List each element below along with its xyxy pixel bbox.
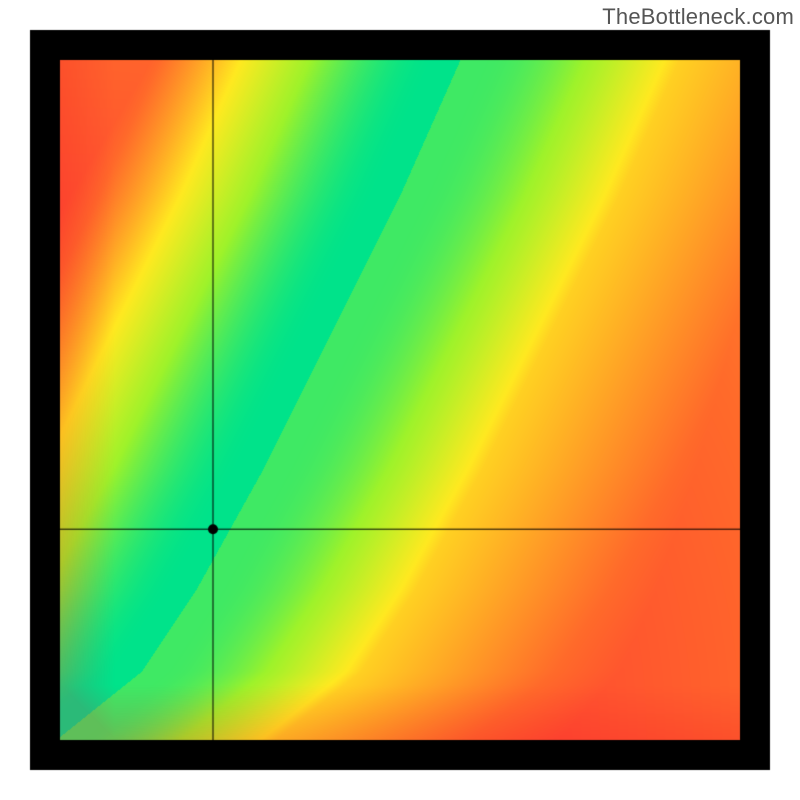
watermark-text: TheBottleneck.com <box>602 4 794 30</box>
heatmap-canvas <box>0 0 800 800</box>
